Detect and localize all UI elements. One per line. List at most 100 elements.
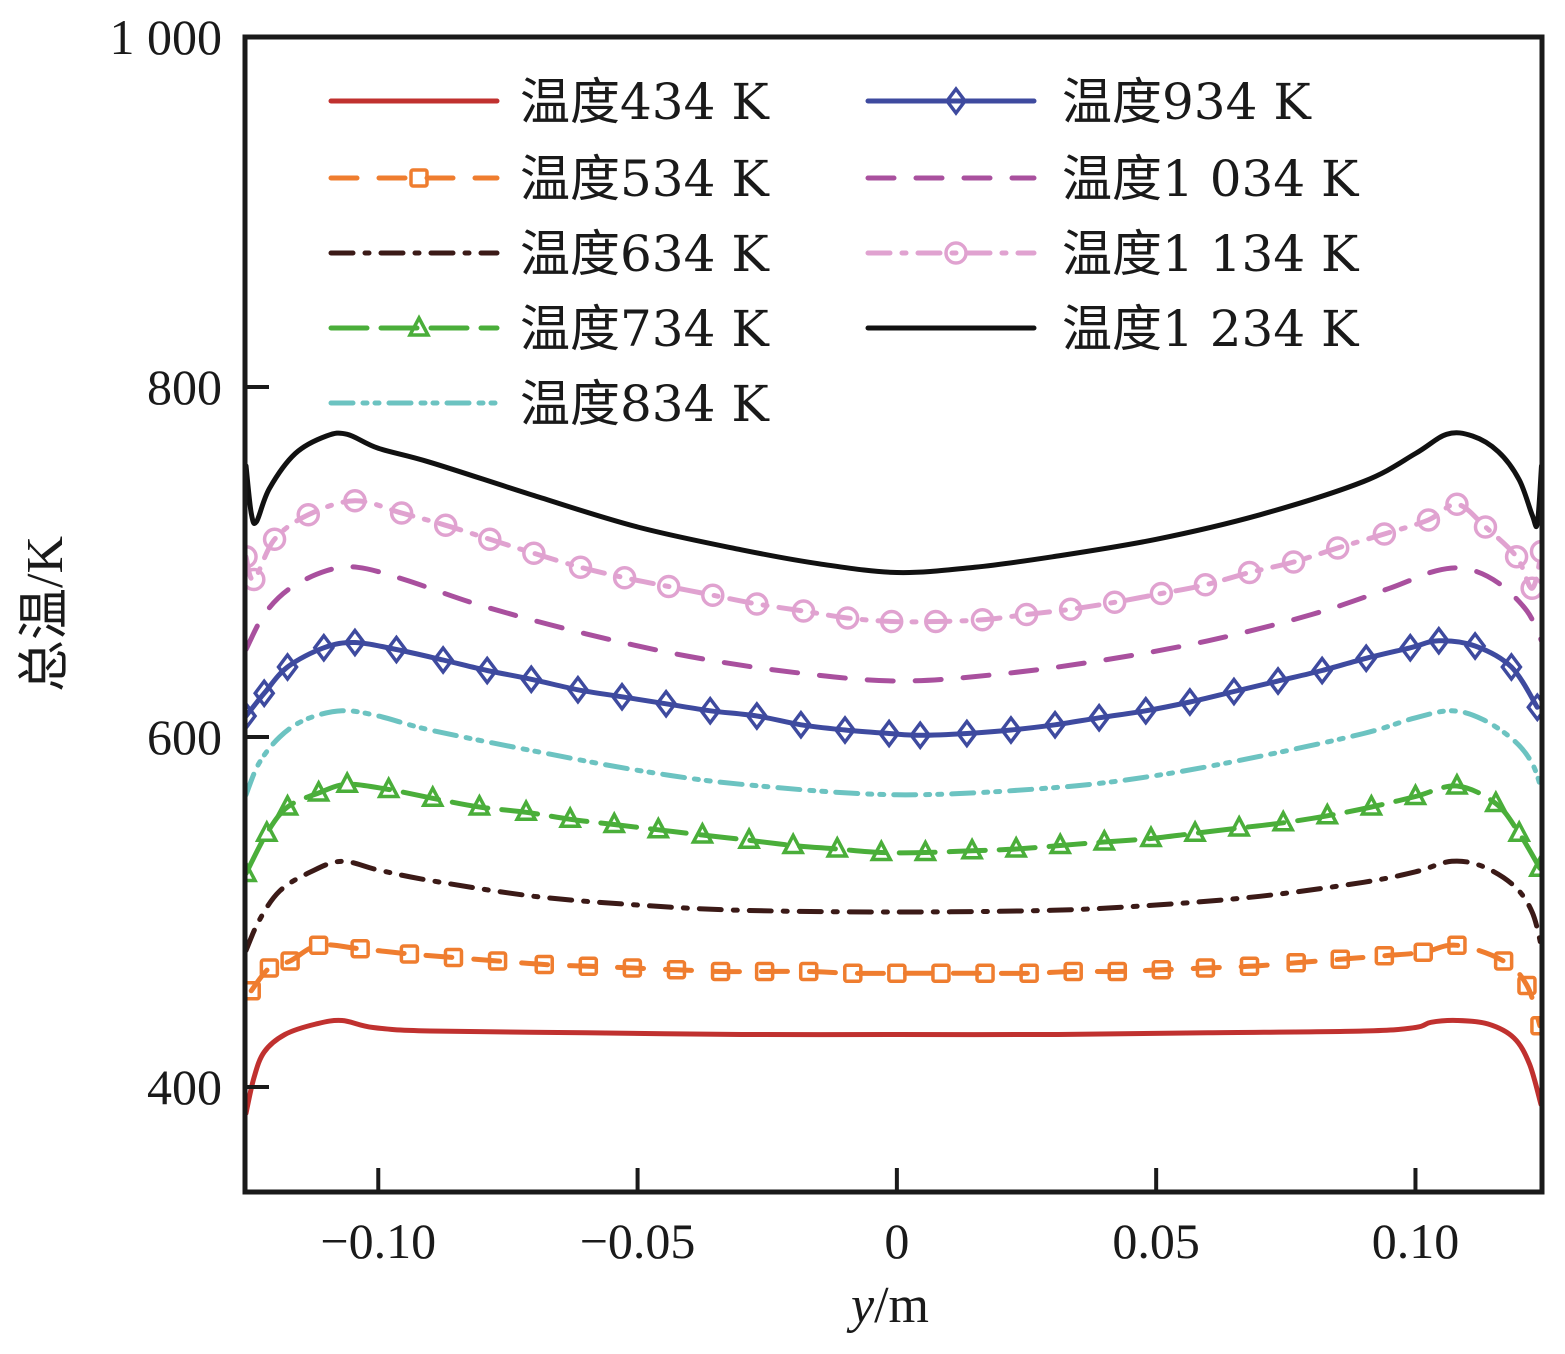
data-point-1134 (1149, 581, 1174, 606)
data-point-534 (399, 944, 420, 964)
data-point-734 (1139, 824, 1163, 848)
legend-marker (409, 168, 429, 188)
data-point-934 (789, 709, 813, 740)
data-point-734 (825, 835, 850, 858)
data-point-534 (487, 951, 508, 971)
legend-marker (944, 241, 968, 265)
data-point-534 (534, 954, 554, 975)
data-point-734 (1271, 809, 1296, 832)
x-tick-label: 0.10 (1372, 1213, 1460, 1269)
data-point-534 (350, 939, 370, 959)
legend-label: 温度1 134 K (1062, 225, 1360, 283)
data-point-534 (578, 956, 599, 976)
data-point-534 (931, 963, 951, 983)
data-point-734 (737, 826, 761, 849)
data-point-1134 (1372, 522, 1397, 546)
legend-item-1034: 温度1 034 K (865, 150, 1360, 208)
legend-item-1234: 温度1 234 K (865, 300, 1360, 358)
data-point-534 (259, 958, 280, 978)
ticks-layer: −0.10 −0.05 0 0.05 0.10 400 600 800 1 000 (110, 9, 1460, 1269)
series-line-934 (245, 638, 1540, 738)
data-point-934 (654, 688, 678, 719)
data-point-734 (913, 838, 938, 862)
data-point-934 (312, 632, 336, 663)
series-layer (245, 430, 1542, 1116)
data-point-1134 (924, 609, 948, 634)
data-point-934 (343, 627, 367, 658)
data-point-734 (420, 784, 445, 807)
data-point-534 (1063, 961, 1083, 982)
data-point-534 (1447, 935, 1467, 955)
legend-item-934: 温度934 K (865, 73, 1312, 131)
legend-item-1134: 温度1 134 K (865, 225, 1360, 283)
data-point-934 (999, 715, 1023, 745)
x-tick-label: −0.05 (580, 1213, 696, 1269)
data-point-734 (602, 810, 627, 834)
x-axis-title-unit: /m (874, 1277, 929, 1334)
data-point-934 (1399, 632, 1422, 663)
data-point-734 (1403, 782, 1428, 806)
data-point-934 (1266, 666, 1290, 696)
legend-marker (407, 314, 431, 337)
data-point-934 (431, 645, 455, 675)
data-point-934 (520, 664, 543, 695)
data-point-1134 (970, 608, 995, 632)
data-point-734 (646, 816, 671, 839)
data-point-934 (1087, 702, 1111, 733)
data-point-734 (960, 837, 984, 860)
data-point-734 (335, 770, 360, 793)
data-point-934 (833, 715, 857, 745)
series-line-834 (245, 708, 1542, 798)
data-point-734 (1483, 789, 1508, 813)
y-tick-label: 600 (147, 709, 222, 765)
data-point-934 (475, 655, 499, 686)
x-axis-title-var: y (846, 1277, 875, 1334)
data-point-734 (1227, 814, 1252, 837)
data-point-1134 (433, 513, 458, 537)
legend-marker (944, 86, 968, 116)
x-tick-label: −0.10 (320, 1213, 436, 1269)
data-point-1134 (568, 555, 593, 579)
x-axis-title: y/m (846, 1277, 929, 1334)
legend-item-734: 温度734 K (328, 300, 770, 358)
data-point-934 (385, 634, 408, 665)
data-point-534 (1517, 975, 1537, 996)
data-point-534 (443, 947, 464, 968)
data-point-1134 (245, 567, 266, 592)
data-point-534 (666, 960, 687, 980)
data-point-734 (1507, 819, 1532, 842)
data-point-934 (1310, 655, 1334, 686)
y-axis-title: 总温/K (17, 536, 74, 692)
data-point-734 (1004, 835, 1029, 858)
data-point-1134 (612, 566, 637, 590)
data-point-1134 (1520, 576, 1542, 600)
data-point-734 (1359, 793, 1384, 816)
data-point-734 (558, 805, 583, 828)
data-point-934 (1178, 687, 1202, 717)
series-434 (245, 1017, 1542, 1116)
data-point-534 (1413, 942, 1433, 962)
data-point-534 (1239, 956, 1260, 976)
data-point-934 (253, 678, 276, 709)
series-934 (245, 625, 1542, 751)
legend-item-834: 温度834 K (328, 375, 770, 433)
series-834 (245, 708, 1542, 798)
data-point-734 (376, 775, 401, 799)
data-point-534 (843, 963, 863, 983)
data-point-734 (1445, 772, 1469, 795)
data-point-1134 (791, 599, 816, 623)
data-point-934 (1427, 625, 1450, 656)
data-point-934 (955, 718, 979, 749)
data-point-1134 (522, 541, 546, 565)
data-point-1134 (879, 609, 904, 634)
legend-label: 温度934 K (1062, 73, 1312, 131)
data-point-934 (1500, 652, 1523, 682)
data-point-734 (869, 838, 894, 862)
data-point-534 (798, 961, 819, 982)
data-point-934 (877, 718, 901, 749)
data-point-534 (887, 963, 907, 983)
data-point-1134 (1473, 515, 1498, 539)
series-634 (245, 858, 1542, 953)
legend-item-434: 温度434 K (328, 73, 770, 131)
data-point-534 (308, 935, 329, 955)
